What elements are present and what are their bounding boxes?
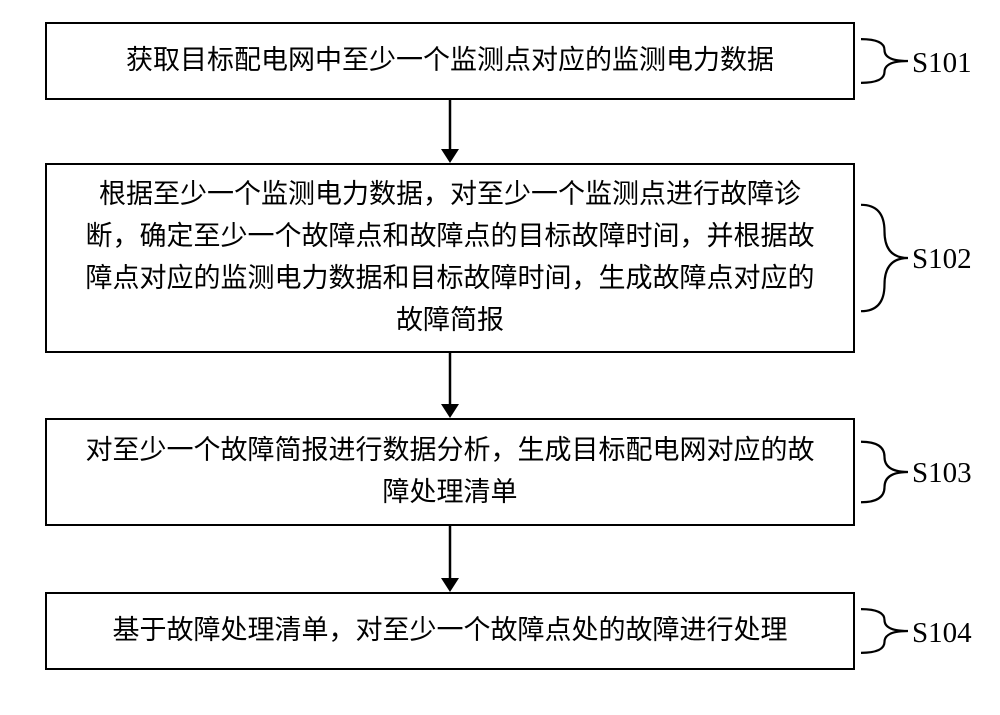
flowchart-canvas: 获取目标配电网中至少一个监测点对应的监测电力数据S101根据至少一个监测电力数据… bbox=[0, 0, 1000, 715]
arrow-s103-s104 bbox=[0, 0, 1000, 715]
